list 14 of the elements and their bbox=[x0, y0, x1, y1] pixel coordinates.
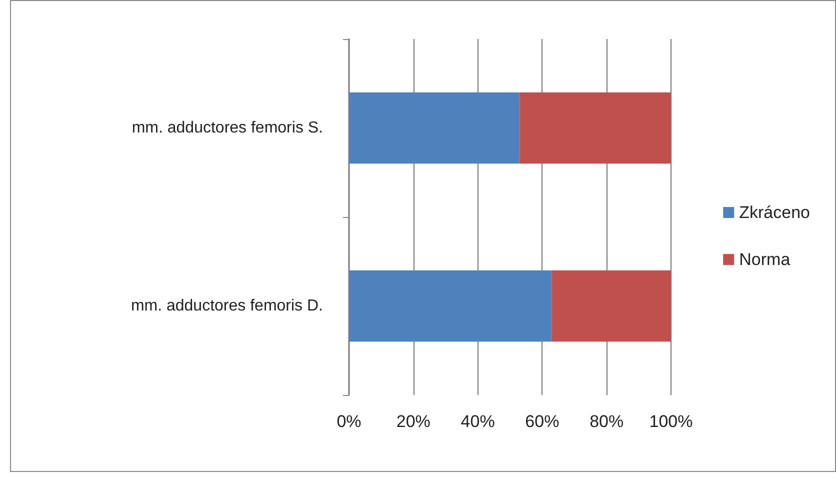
y-tick-label: mm. adductores femoris S. bbox=[132, 120, 323, 136]
bar bbox=[552, 270, 671, 342]
legend-label: Zkráceno bbox=[739, 203, 810, 222]
bar bbox=[349, 92, 520, 164]
x-tick-label: 100% bbox=[649, 412, 693, 431]
x-tick-label: 80% bbox=[590, 412, 624, 431]
x-tick-label: 60% bbox=[525, 412, 560, 431]
y-tick-label: mm. adductores femoris D. bbox=[130, 298, 323, 314]
x-tick-label: 40% bbox=[460, 412, 495, 431]
bar bbox=[349, 270, 552, 342]
legend-label: Norma bbox=[739, 250, 791, 269]
bar bbox=[520, 92, 671, 164]
x-tick-label: 20% bbox=[396, 412, 430, 431]
x-tick-label: 0% bbox=[336, 412, 362, 431]
